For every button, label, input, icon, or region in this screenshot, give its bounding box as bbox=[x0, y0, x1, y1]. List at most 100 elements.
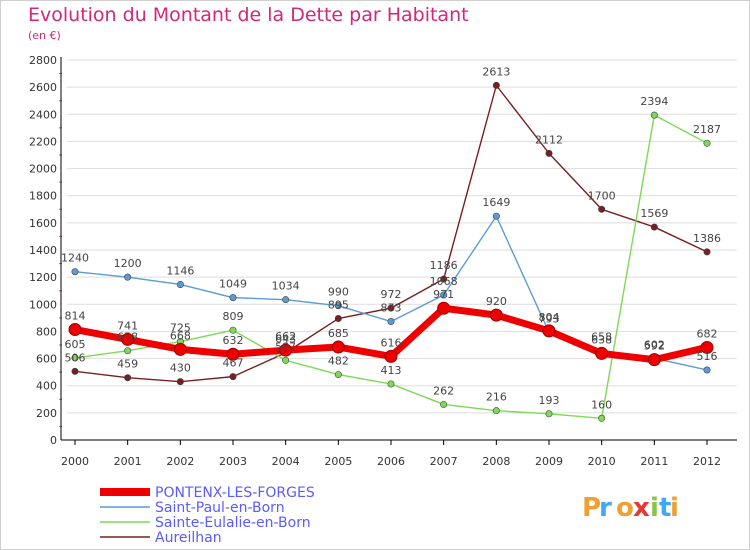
data-label: 682 bbox=[697, 327, 718, 340]
x-tick-label: 2007 bbox=[430, 455, 458, 468]
data-point bbox=[650, 223, 658, 231]
y-tick-label: 2000 bbox=[29, 163, 57, 176]
data-point bbox=[492, 212, 500, 220]
x-tick-label: 2004 bbox=[272, 455, 300, 468]
logo-letter: r bbox=[599, 493, 612, 523]
data-label: 506 bbox=[65, 351, 86, 364]
data-point bbox=[229, 294, 237, 302]
x-tick-label: 2011 bbox=[640, 455, 668, 468]
data-label: 592 bbox=[644, 340, 665, 353]
data-label: 990 bbox=[328, 286, 349, 299]
data-point bbox=[545, 149, 553, 157]
data-label: 1240 bbox=[61, 252, 89, 265]
y-tick-label: 2800 bbox=[29, 54, 57, 67]
data-label: 216 bbox=[486, 391, 507, 404]
data-label: 2394 bbox=[640, 95, 668, 108]
data-point bbox=[492, 407, 500, 415]
data-point bbox=[229, 373, 237, 381]
data-label: 643 bbox=[275, 333, 296, 346]
data-label: 638 bbox=[591, 333, 612, 346]
data-label: 793 bbox=[539, 312, 560, 325]
data-point bbox=[387, 380, 395, 388]
logo-letter: i bbox=[670, 493, 679, 523]
y-tick-label: 1000 bbox=[29, 298, 57, 311]
data-point bbox=[331, 340, 345, 354]
data-point bbox=[703, 248, 711, 256]
y-tick-label: 1400 bbox=[29, 244, 57, 257]
y-tick-label: 2600 bbox=[29, 81, 57, 94]
x-tick-label: 2009 bbox=[535, 455, 563, 468]
data-label: 587 bbox=[275, 340, 296, 353]
data-point bbox=[334, 302, 342, 310]
data-point bbox=[492, 81, 500, 89]
data-labels: 506 459 430 467 643 895 972 1186 2613 2112 1700 156… bbox=[61, 65, 721, 411]
data-point bbox=[437, 301, 451, 315]
data-label: 971 bbox=[433, 288, 454, 301]
data-label: 658 bbox=[591, 331, 612, 344]
y-tick-label: 2200 bbox=[29, 135, 57, 148]
data-label: 616 bbox=[381, 336, 402, 349]
x-tick-label: 2008 bbox=[482, 455, 510, 468]
x-tick-label: 2006 bbox=[377, 455, 405, 468]
y-tick-label: 1600 bbox=[29, 217, 57, 230]
data-label: 1649 bbox=[482, 196, 510, 209]
logo-letter: o bbox=[616, 493, 634, 523]
data-label: 972 bbox=[381, 288, 402, 301]
data-point bbox=[176, 280, 184, 288]
data-point bbox=[650, 111, 658, 119]
legend-label: Sainte-Eulalie-en-Born bbox=[155, 515, 311, 531]
data-point bbox=[387, 304, 395, 312]
proxiti-logo: Pr o x i ti bbox=[582, 493, 679, 523]
data-point bbox=[279, 343, 293, 357]
y-tick-label: 1200 bbox=[29, 271, 57, 284]
data-point bbox=[121, 332, 135, 346]
data-point bbox=[226, 347, 240, 361]
series-points bbox=[68, 81, 714, 422]
data-label: 809 bbox=[223, 310, 244, 323]
data-label: 262 bbox=[433, 384, 454, 397]
data-point bbox=[334, 371, 342, 379]
data-label: 1034 bbox=[272, 280, 300, 293]
data-label: 873 bbox=[381, 302, 402, 315]
data-point bbox=[334, 315, 342, 323]
data-point bbox=[598, 205, 606, 213]
data-label: 430 bbox=[170, 362, 191, 375]
x-tick-label: 2001 bbox=[114, 455, 142, 468]
data-label: 1386 bbox=[693, 232, 721, 245]
legend-label: Saint-Paul-en-Born bbox=[155, 500, 285, 516]
data-label: 920 bbox=[486, 295, 507, 308]
y-tick-label: 600 bbox=[36, 353, 57, 366]
data-label: 804 bbox=[539, 311, 560, 324]
data-label: 685 bbox=[328, 327, 349, 340]
data-point bbox=[700, 340, 714, 354]
data-point bbox=[229, 326, 237, 334]
data-point bbox=[440, 275, 448, 283]
x-tick-label: 2005 bbox=[324, 455, 352, 468]
data-point bbox=[598, 414, 606, 422]
data-label: 2187 bbox=[693, 123, 721, 136]
data-label: 814 bbox=[65, 310, 86, 323]
data-point bbox=[384, 349, 398, 363]
data-point bbox=[703, 139, 711, 147]
data-point bbox=[173, 342, 187, 356]
data-point bbox=[124, 347, 132, 355]
data-point bbox=[647, 353, 661, 367]
data-point bbox=[440, 400, 448, 408]
grid-lines bbox=[67, 59, 737, 441]
data-point bbox=[440, 291, 448, 299]
legend: PONTENX-LES-FORGESSaint-Paul-en-BornSain… bbox=[100, 485, 315, 546]
data-label: 2112 bbox=[535, 133, 563, 146]
y-tick-label: 0 bbox=[50, 434, 57, 447]
data-point bbox=[595, 346, 609, 360]
data-label: 2613 bbox=[482, 65, 510, 78]
data-label: 160 bbox=[591, 398, 612, 411]
data-label: 1200 bbox=[114, 257, 142, 270]
logo-letter: P bbox=[582, 493, 601, 523]
axes: 0 200 400 600 800 1000 1200 1400 1600 1800 2000 220… bbox=[29, 54, 737, 468]
data-point bbox=[703, 366, 711, 374]
data-point bbox=[387, 318, 395, 326]
data-label: 605 bbox=[65, 338, 86, 351]
logo-letter: x bbox=[633, 493, 650, 523]
logo-letter: t bbox=[659, 493, 671, 523]
